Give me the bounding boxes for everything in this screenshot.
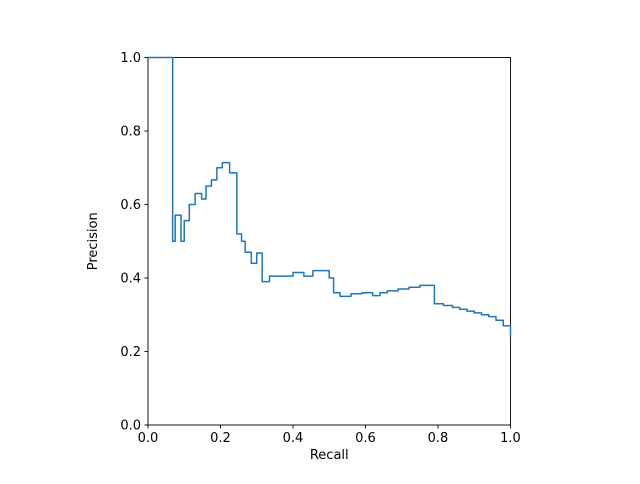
- y-tick-label: 0.6: [120, 198, 141, 213]
- x-tick-label: 1.0: [500, 431, 521, 446]
- x-tick-label: 0.6: [355, 431, 376, 446]
- y-tick-label: 1.0: [120, 51, 141, 66]
- x-tick-label: 0.4: [283, 431, 304, 446]
- y-tick-label: 0.4: [120, 272, 141, 287]
- y-tick-label: 0.8: [120, 125, 141, 140]
- x-axis-ticks: 0.0 0.2 0.4 0.6 0.8 1.0: [138, 425, 521, 446]
- pr-curve-line: [148, 56, 512, 337]
- x-tick-label: 0.0: [138, 431, 159, 446]
- y-tick-label: 0.0: [120, 419, 141, 434]
- x-tick-label: 0.2: [210, 431, 231, 446]
- x-axis-label: Recall: [310, 448, 349, 463]
- y-axis-ticks: 0.0 0.2 0.4 0.6 0.8 1.0: [120, 51, 148, 434]
- x-tick-label: 0.8: [428, 431, 449, 446]
- y-axis-label: Precision: [86, 212, 101, 270]
- plot-area: [147, 57, 511, 426]
- y-tick-label: 0.2: [120, 345, 141, 360]
